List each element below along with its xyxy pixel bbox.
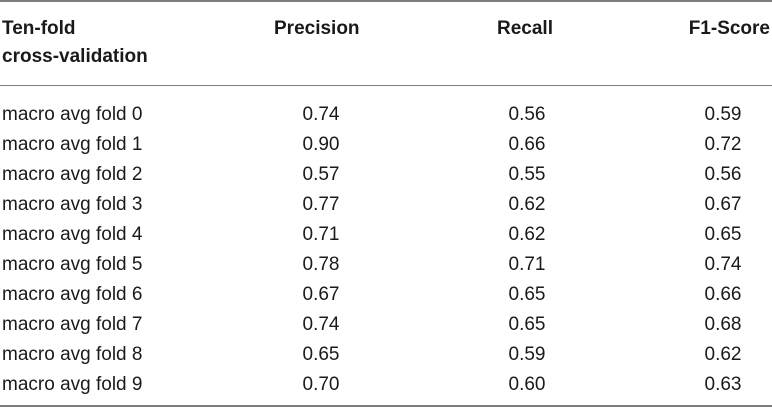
precision-value: 0.90: [302, 134, 340, 155]
table-row: macro avg fold 3 0.77 0.62 0.67: [0, 190, 772, 220]
precision-value: 0.65: [302, 344, 340, 365]
table-row: macro avg fold 9 0.70 0.60 0.63: [0, 370, 772, 400]
recall-value: 0.66: [508, 134, 546, 155]
table-header: Ten-fold cross-validation Precision Reca…: [0, 0, 772, 85]
table-row: macro avg fold 7 0.74 0.65 0.68: [0, 310, 772, 340]
precision-value: 0.70: [302, 374, 340, 395]
recall-value: 0.60: [508, 374, 546, 395]
row-label: macro avg fold 2: [2, 164, 143, 185]
recall-value: 0.71: [508, 254, 546, 275]
precision-value: 0.57: [302, 164, 340, 185]
f1-value: 0.68: [704, 314, 742, 335]
table-row: macro avg fold 4 0.71 0.62 0.65: [0, 220, 772, 250]
table-row: macro avg fold 1 0.90 0.66 0.72: [0, 130, 772, 160]
recall-value: 0.65: [508, 284, 546, 305]
table-row: macro avg fold 8 0.65 0.59 0.62: [0, 340, 772, 370]
row-label: macro avg fold 0: [2, 104, 143, 125]
f1-value: 0.72: [704, 134, 742, 155]
header-cross-validation-line2: cross-validation: [2, 46, 148, 67]
f1-value: 0.67: [704, 194, 742, 215]
row-label: macro avg fold 1: [2, 134, 143, 155]
precision-value: 0.71: [302, 224, 340, 245]
header-recall: Recall: [497, 18, 553, 39]
table-body: macro avg fold 0 0.74 0.56 0.59 macro av…: [0, 100, 772, 400]
table-row: macro avg fold 0 0.74 0.56 0.59: [0, 100, 772, 130]
header-cross-validation-line1: Ten-fold: [2, 18, 76, 39]
precision-value: 0.74: [302, 104, 340, 125]
top-rule: [0, 0, 772, 2]
recall-value: 0.62: [508, 224, 546, 245]
row-label: macro avg fold 8: [2, 344, 143, 365]
row-label: macro avg fold 5: [2, 254, 143, 275]
f1-value: 0.63: [704, 374, 742, 395]
row-label: macro avg fold 3: [2, 194, 143, 215]
table-row: macro avg fold 2 0.57 0.55 0.56: [0, 160, 772, 190]
bottom-rule: [0, 405, 772, 407]
precision-value: 0.78: [302, 254, 340, 275]
row-label: macro avg fold 7: [2, 314, 143, 335]
f1-value: 0.59: [704, 104, 742, 125]
precision-value: 0.77: [302, 194, 340, 215]
recall-value: 0.55: [508, 164, 546, 185]
precision-value: 0.74: [302, 314, 340, 335]
f1-value: 0.62: [704, 344, 742, 365]
precision-value: 0.67: [302, 284, 340, 305]
header-precision: Precision: [274, 18, 360, 39]
f1-value: 0.56: [704, 164, 742, 185]
header-cross-validation: Ten-fold cross-validation: [2, 15, 242, 71]
row-label: macro avg fold 9: [2, 374, 143, 395]
recall-value: 0.56: [508, 104, 546, 125]
f1-value: 0.65: [704, 224, 742, 245]
row-label: macro avg fold 4: [2, 224, 143, 245]
table-row: macro avg fold 5 0.78 0.71 0.74: [0, 250, 772, 280]
recall-value: 0.62: [508, 194, 546, 215]
header-rule: [0, 85, 772, 86]
f1-value: 0.74: [704, 254, 742, 275]
recall-value: 0.65: [508, 314, 546, 335]
recall-value: 0.59: [508, 344, 546, 365]
header-f1-score: F1-Score: [688, 18, 770, 39]
f1-value: 0.66: [704, 284, 742, 305]
row-label: macro avg fold 6: [2, 284, 143, 305]
table-row: macro avg fold 6 0.67 0.65 0.66: [0, 280, 772, 310]
